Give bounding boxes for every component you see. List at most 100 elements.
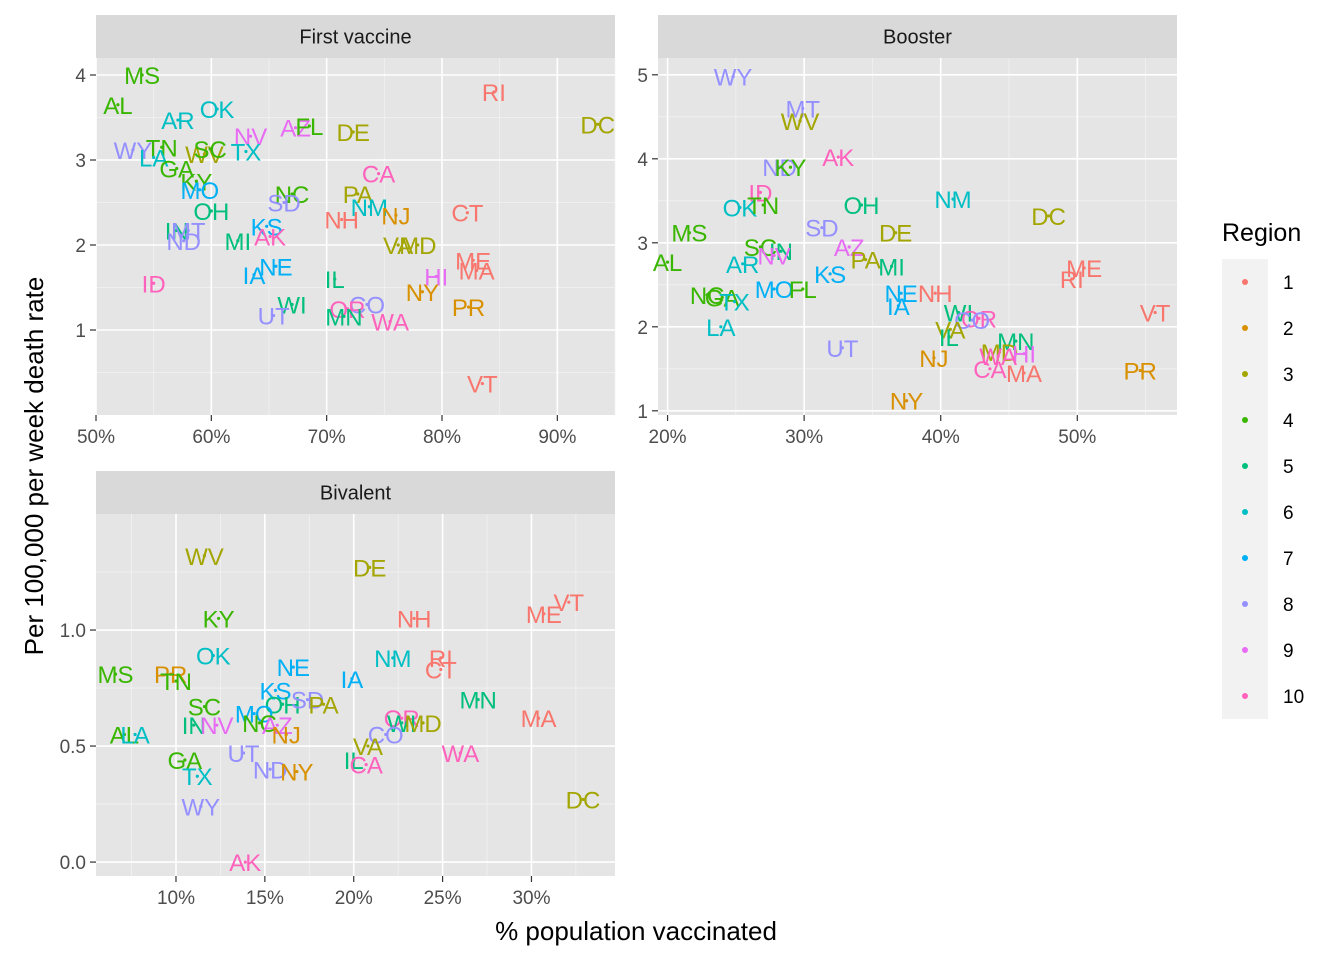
data-point-OH [859,203,864,207]
facet-strip [96,471,615,514]
y-tick-label: 2 [75,236,86,257]
data-point-NJ [284,732,288,737]
legend-key-7 [1242,555,1248,561]
point-label-PR: PR [154,662,187,689]
data-point-OH [209,209,213,213]
point-label-IL: IL [344,748,364,775]
y-tick-label: 2 [637,318,648,339]
x-tick-label: 15% [246,888,284,909]
point-label-IL: IL [939,325,959,352]
legend-key-9 [1242,647,1248,653]
data-point-TN [160,145,164,149]
point-label-ND: ND [762,155,797,182]
point-label-MD: MD [981,340,1018,367]
data-point-VA [396,243,400,247]
data-point-LA [133,732,137,737]
point-label-ID: ID [748,180,772,207]
point-label-RI: RI [482,80,506,107]
point-label-MI: MI [878,254,905,281]
point-label-WA: WA [441,741,479,768]
y-tick-label: 4 [75,66,86,87]
data-point-MD [416,243,420,247]
legend-label-1: 1 [1283,273,1294,294]
data-point-HI [1022,352,1026,356]
data-point-OH [281,702,285,706]
data-point-PR [169,672,173,676]
data-point-RI [492,90,496,94]
data-point-DC [1047,214,1051,218]
point-label-MA: MA [521,706,557,733]
data-point-SC [758,245,763,249]
data-point-MA [475,268,479,273]
data-point-IN [779,249,783,253]
point-label-VA: VA [383,233,413,260]
data-point-SD [820,226,824,230]
data-point-GA [175,166,179,171]
data-point-AL [665,260,670,264]
data-point-MT [801,106,805,110]
point-label-NE: NE [884,281,917,308]
data-point-AR [741,262,745,266]
point-label-TX: TX [719,290,750,317]
point-label-NE: NE [259,254,292,281]
data-point-OK [215,107,219,111]
data-point-OR [400,716,404,720]
data-point-UT [272,313,276,318]
data-point-TX [732,300,737,304]
data-point-VA [366,744,370,748]
point-label-WA: WA [371,310,409,337]
data-point-NC [257,721,262,725]
panel-3: Bivalent 10% 15% 20% 25% 30% 0.0 0.5 1.0 WV DE VTME… [60,471,615,909]
data-point-MT [186,228,190,233]
point-label-WY: WY [114,138,153,165]
point-label-AL: AL [103,93,132,120]
point-label-MI: MI [225,229,252,256]
point-label-MO: MO [180,178,219,205]
legend: Region 1 2 3 4 5 6 7 8 9 10 [1222,219,1304,719]
data-point-TN [174,679,178,683]
data-point-MI [889,264,894,268]
point-label-LA: LA [120,722,149,749]
point-label-WV: WV [185,544,224,571]
point-label-TN: TN [146,135,178,162]
data-point-NY [420,290,424,294]
point-label-PA: PA [850,248,880,275]
data-point-WV [202,554,207,558]
legend-label-5: 5 [1283,457,1294,478]
data-point-ID [758,190,763,194]
point-label-CO: CO [954,308,990,335]
data-point-MS [687,231,692,235]
data-point-TX [195,774,199,778]
point-label-KS: KS [814,262,846,289]
x-tick-label: 50% [77,427,115,448]
facet-title: Booster [883,27,952,49]
data-point-DE [894,231,898,235]
y-tick-label: 3 [637,234,648,255]
data-point-CT [465,211,469,215]
point-label-DC: DC [566,787,601,814]
point-label-OH: OH [265,692,301,719]
legend-key-4 [1242,417,1248,423]
point-label-MN: MN [459,688,496,715]
point-label-OR: OR [384,706,420,733]
legend-label-4: 4 [1283,411,1294,432]
legend-key-8 [1242,601,1248,607]
data-point-PR [1138,368,1142,373]
data-point-TN [761,203,765,207]
data-point-OR [977,316,981,320]
point-label-ID: ID [142,271,166,298]
point-label-NC: NC [242,711,277,738]
point-label-SD: SD [805,216,838,243]
facet-strip [96,15,615,58]
point-label-MD: MD [399,233,436,260]
data-point-IL [333,277,337,281]
point-label-NM: NM [351,195,388,222]
point-label-WV: WV [781,109,820,136]
point-label-GA: GA [705,285,740,312]
point-label-AL: AL [653,250,682,277]
point-label-KY: KY [180,169,212,196]
point-label-PA: PA [343,182,373,209]
point-label-NE: NE [277,655,310,682]
point-label-CO: CO [368,722,404,749]
point-label-CA: CA [349,753,382,780]
